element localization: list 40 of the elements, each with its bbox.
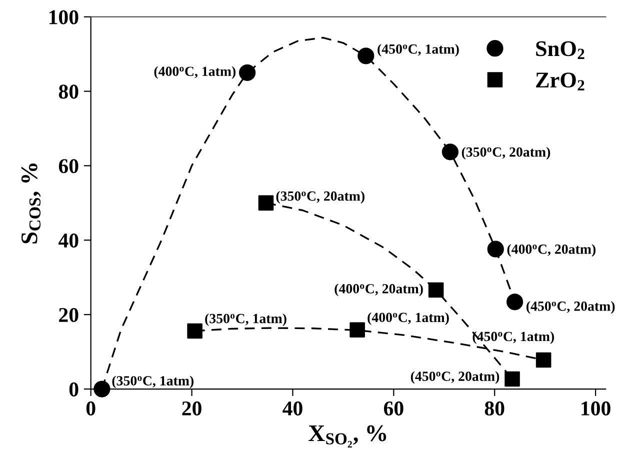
point xyxy=(536,352,552,368)
annotation: (450$^{o}$C, 20atm) xyxy=(526,301,615,314)
point xyxy=(428,282,444,298)
point xyxy=(442,144,458,160)
annotation: (450$^{o}$C, 1atm) xyxy=(378,44,459,57)
x-tick-label: 60 xyxy=(384,401,404,416)
x-tick-label: 100 xyxy=(582,401,610,416)
y-tick-label: 100 xyxy=(49,10,78,24)
annotation: (350$^{o}$C, 20atm) xyxy=(276,190,364,204)
point xyxy=(506,294,524,310)
annotation: (400$^{o}$C, 1atm) xyxy=(368,312,449,325)
point xyxy=(350,322,365,338)
point xyxy=(504,371,520,387)
y-tick-label: 60 xyxy=(58,159,78,174)
annotation: (450$^{o}$C, 1atm) xyxy=(472,331,554,344)
y-tick-label: 20 xyxy=(59,308,78,322)
y-axis-title: S$_{COS}$, % xyxy=(21,164,41,244)
legend-label: SnO$_{2}$ xyxy=(536,41,584,59)
annotation: (350$^{o}$C, 1atm) xyxy=(112,376,194,388)
x-axis-title: X$_{SO₂}$, % xyxy=(308,425,386,448)
point xyxy=(487,240,504,258)
y-tick-label: 0 xyxy=(69,382,78,396)
point xyxy=(187,323,202,339)
annotation: (400$^{o}$C, 1atm) xyxy=(154,66,236,79)
annotation: (400$^{o}$C, 20atm) xyxy=(334,284,423,296)
point xyxy=(94,380,110,398)
x-tick-label: 20 xyxy=(182,401,202,416)
x-tick-label: 0 xyxy=(86,401,96,416)
point xyxy=(239,64,256,81)
annotation: (450$^{o}$C, 20atm) xyxy=(410,371,500,384)
point xyxy=(258,195,274,211)
annotation: (400$^{o}$C, 20atm) xyxy=(507,244,596,257)
annotation: (350$^{o}$C, 20atm) xyxy=(462,146,550,160)
point xyxy=(358,48,374,64)
y-tick-label: 40 xyxy=(58,234,78,248)
x-tick-label: 40 xyxy=(282,401,302,416)
legend-label: ZrO$_{2}$ xyxy=(536,72,584,90)
y-tick-label: 80 xyxy=(58,84,78,99)
annotation: (350$^{o}$C, 1atm) xyxy=(205,313,286,326)
x-tick-label: 80 xyxy=(484,401,504,416)
